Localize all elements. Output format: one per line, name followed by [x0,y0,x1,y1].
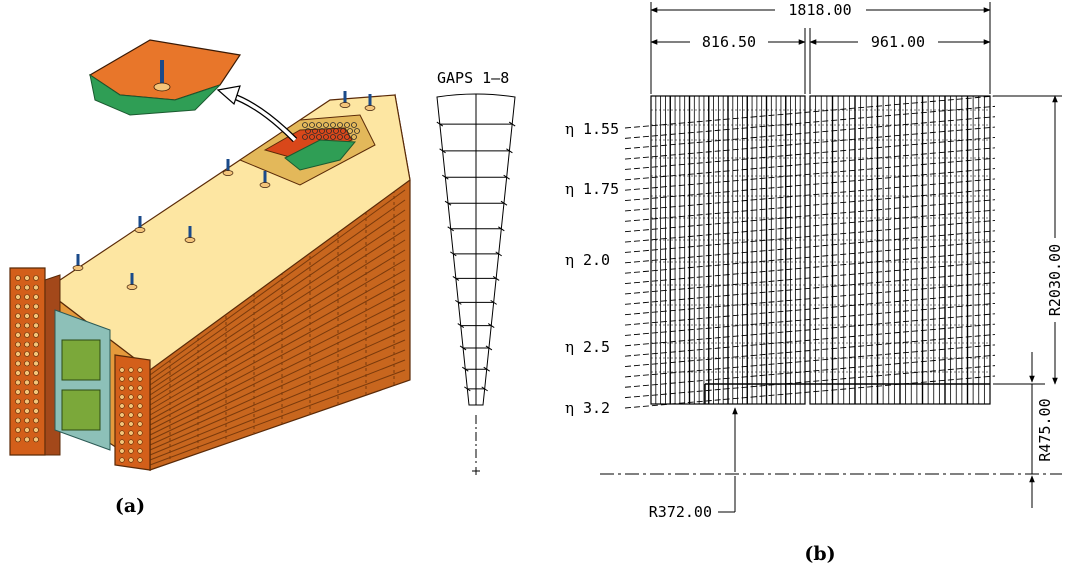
eta-labels: η 1.55 η 1.75 η 2.0 η 2.5 η 3.2 [565,120,619,417]
panel-a-module-drawing: GAPS 1–8 (a) [9,39,516,517]
gaps-label: GAPS 1–8 [437,69,509,87]
eta-label-1: η 1.55 [565,120,619,138]
dim-outer-radius: R2030.00 [1046,95,1064,385]
stud [339,91,351,108]
panel-b-geometry: 1818.00 816.50 961.00 η 1.55 η 1.75 [565,1,1064,565]
dim-inner-radius: R372.00 [649,407,738,521]
dim-total-length: 1818.00 [650,1,991,19]
svg-text:1.55: 1.55 [583,120,619,138]
pseudorapidity-lines [624,95,996,409]
panel-b-caption: (b) [804,543,835,565]
front-electronics [9,267,151,471]
svg-text:η: η [565,338,574,356]
calorimeter-module-illustration [9,39,411,472]
dim-wheel2-length-label: 961.00 [871,33,925,51]
dim-total-length-label: 1818.00 [788,1,851,19]
dim-inner-offset-label: R475.00 [1036,398,1054,461]
stud [222,159,234,176]
stud [364,94,376,111]
dim-wheel1-length: 816.50 [650,33,806,51]
svg-text:3.2: 3.2 [583,399,610,417]
dim-inner-offset: R475.00 [1029,352,1054,508]
svg-text:η: η [565,399,574,417]
svg-text:η: η [565,180,574,198]
svg-text:2.5: 2.5 [583,338,610,356]
svg-text:2.0: 2.0 [583,251,610,269]
panel-a-caption: (a) [115,495,145,517]
dim-wheel2-length: 961.00 [809,33,991,51]
eta-label-5: η 3.2 [565,399,610,417]
stud [134,216,146,233]
stud [259,171,271,188]
svg-text:η: η [565,251,574,269]
svg-text:η: η [565,120,574,138]
eta-label-2: η 1.75 [565,180,619,198]
gaps-wedge-schematic [436,93,516,475]
dim-wheel1-length-label: 816.50 [702,33,756,51]
eta-label-4: η 2.5 [565,338,610,356]
eta-label-3: η 2.0 [565,251,610,269]
stud [184,226,196,243]
dim-outer-radius-label: R2030.00 [1046,244,1064,316]
stud-markers [72,91,376,290]
dim-inner-radius-label: R372.00 [649,503,712,521]
stud [126,273,138,290]
exploded-detail-plate [88,39,242,116]
svg-text:1.75: 1.75 [583,180,619,198]
stud [72,254,84,271]
